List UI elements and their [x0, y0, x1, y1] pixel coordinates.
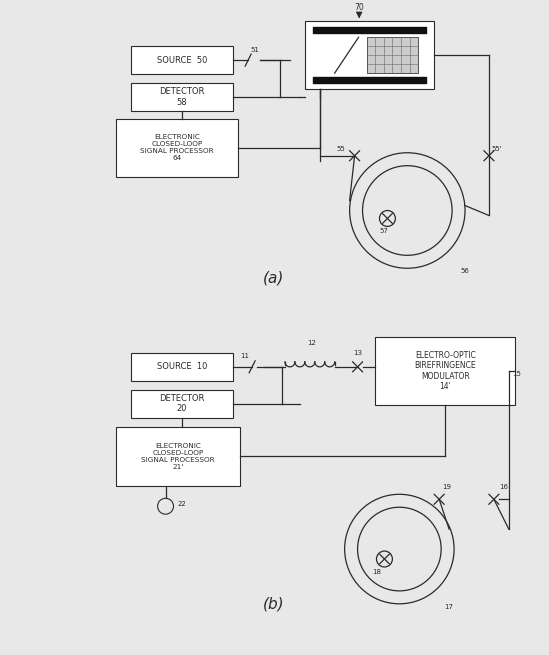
Bar [305, 22, 434, 89]
Text: ELECTRONIC
CLOSED-LOOP
SIGNAL PROCESSOR
21': ELECTRONIC CLOSED-LOOP SIGNAL PROCESSOR … [141, 443, 215, 470]
Text: 55': 55' [492, 146, 502, 152]
Bar [131, 390, 233, 418]
Text: (a): (a) [264, 271, 285, 286]
Text: DETECTOR
58: DETECTOR 58 [159, 87, 205, 107]
Text: 51: 51 [250, 47, 259, 53]
Text: SOURCE  50: SOURCE 50 [157, 56, 207, 65]
Text: 19: 19 [442, 484, 451, 491]
Text: ELECTRONIC
CLOSED-LOOP
SIGNAL PROCESSOR
64: ELECTRONIC CLOSED-LOOP SIGNAL PROCESSOR … [140, 134, 214, 161]
Text: ELECTRO-OPTIC
BIREFRINGENCE
MODULATOR
14': ELECTRO-OPTIC BIREFRINGENCE MODULATOR 14… [414, 350, 476, 391]
Bar [376, 337, 515, 405]
Text: DETECTOR
20: DETECTOR 20 [159, 394, 205, 413]
Text: 18: 18 [373, 569, 382, 575]
Text: 57: 57 [379, 229, 388, 234]
Bar [131, 83, 233, 111]
Bar [367, 37, 418, 73]
Text: 55: 55 [337, 146, 345, 152]
Text: 70: 70 [354, 3, 364, 12]
Text: 17: 17 [444, 604, 453, 610]
Text: 22: 22 [177, 501, 186, 507]
Bar [116, 119, 238, 177]
Text: 16: 16 [499, 484, 508, 491]
Text: 12: 12 [307, 340, 316, 346]
Text: (b): (b) [263, 596, 285, 611]
Bar [131, 353, 233, 381]
Text: 11: 11 [240, 353, 249, 359]
Text: 56: 56 [460, 269, 469, 274]
Bar [116, 426, 240, 486]
Text: 15: 15 [512, 371, 520, 377]
Text: SOURCE  10: SOURCE 10 [157, 362, 207, 371]
Bar [131, 47, 233, 74]
Text: 13: 13 [354, 350, 362, 356]
